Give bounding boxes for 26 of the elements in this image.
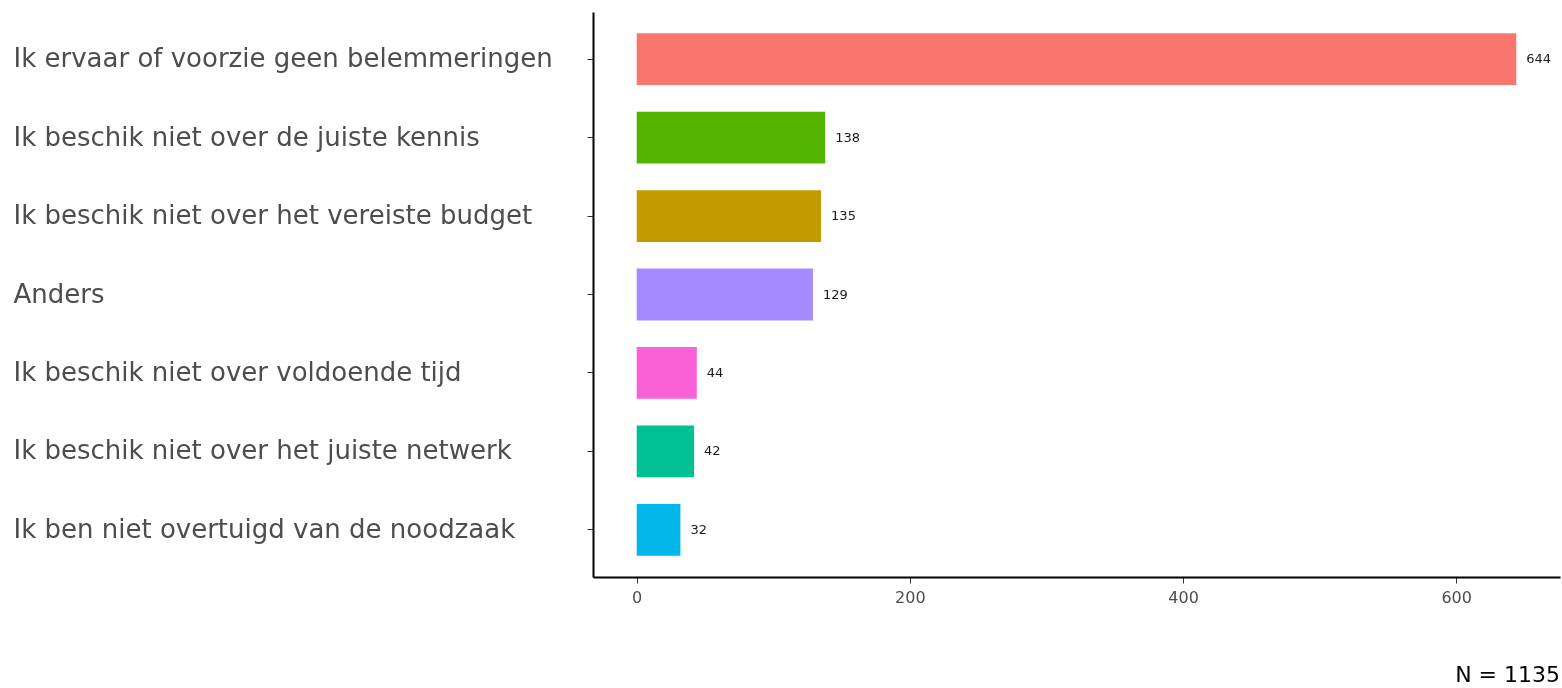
bar — [636, 190, 822, 242]
data-label: 138 — [835, 129, 861, 145]
bar — [636, 33, 1517, 85]
y-tick-label: Ik beschik niet over voldoende tijd — [13, 356, 462, 387]
y-tick-label: Anders — [13, 278, 105, 309]
bar — [636, 347, 697, 399]
bar — [636, 268, 813, 321]
bar — [636, 111, 826, 164]
data-label: 42 — [704, 443, 721, 459]
y-tick-label: Ik ervaar of voorzie geen belemmeringen — [13, 43, 553, 74]
x-tick-label: 600 — [1441, 587, 1472, 607]
data-label: 44 — [706, 364, 724, 380]
y-tick-label: Ik ben niet overtuigd van de noodzaak — [13, 513, 516, 544]
text: N = 1135 — [1455, 662, 1560, 687]
data-label: 32 — [690, 521, 707, 537]
y-tick-label: Ik beschik niet over het juiste netwerk — [13, 435, 512, 466]
bar — [636, 425, 695, 478]
x-tick-label: 0 — [632, 587, 643, 607]
y-tick-label: Ik beschik niet over het vereiste budget — [13, 200, 533, 231]
data-label: 644 — [1526, 51, 1552, 67]
x-tick-label: 400 — [1168, 587, 1199, 607]
data-label: 129 — [822, 286, 848, 302]
x-tick-label: 200 — [895, 587, 926, 607]
bar — [636, 504, 681, 556]
data-label: 135 — [831, 208, 856, 224]
y-tick-label: Ik beschik niet over de juiste kennis — [13, 121, 480, 152]
